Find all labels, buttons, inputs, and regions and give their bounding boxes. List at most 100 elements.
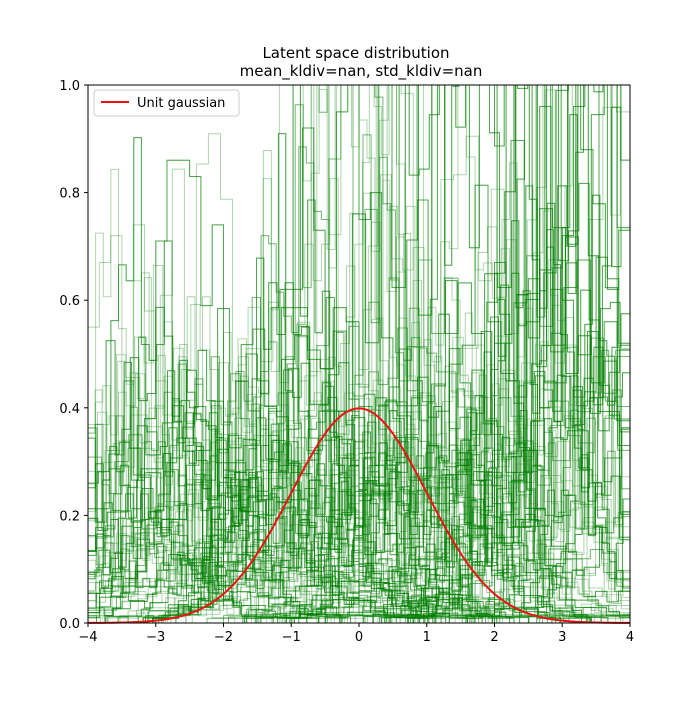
histogram-trace <box>88 259 630 623</box>
histogram-trace <box>88 85 630 623</box>
histogram-trace <box>88 340 630 623</box>
histogram-trace <box>88 85 630 623</box>
histogram-trace <box>88 85 630 623</box>
histogram-trace <box>88 85 630 623</box>
histogram-trace <box>88 296 630 623</box>
histogram-trace <box>88 306 630 623</box>
histogram-trace <box>88 410 630 623</box>
histogram-trace <box>88 409 630 623</box>
histogram-trace <box>88 307 630 623</box>
histogram-trace <box>88 301 630 623</box>
histogram-trace <box>88 296 630 623</box>
histogram-trace <box>88 85 630 623</box>
histogram-trace <box>88 412 630 623</box>
histogram-trace <box>88 360 630 623</box>
histogram-trace <box>88 518 630 623</box>
histogram-trace <box>88 380 630 623</box>
y-tick-label: 0.6 <box>59 294 80 309</box>
histogram-trace <box>88 134 630 623</box>
histogram-trace <box>88 137 630 623</box>
histogram-trace <box>88 535 630 623</box>
x-tick-label: 1 <box>423 630 431 645</box>
histogram-trace <box>88 262 630 623</box>
y-tick-label: 0.8 <box>59 187 80 202</box>
histogram-trace <box>88 297 630 623</box>
histogram-trace <box>88 397 630 623</box>
histogram-traces <box>88 85 630 623</box>
histogram-trace <box>88 506 630 623</box>
x-tick-label: −2 <box>214 630 233 645</box>
histogram-trace <box>88 85 630 623</box>
histogram-trace <box>88 106 630 623</box>
histogram-trace <box>88 443 630 623</box>
histogram-trace <box>88 184 630 623</box>
histogram-trace <box>88 385 630 623</box>
histogram-trace <box>88 405 630 623</box>
y-tick-label: 0.4 <box>59 402 80 417</box>
x-tick-label: 0 <box>355 630 363 645</box>
histogram-trace <box>88 262 630 623</box>
histogram-trace <box>88 297 630 623</box>
histogram-trace <box>88 85 630 623</box>
histogram-trace <box>88 336 630 623</box>
histogram-trace <box>88 385 630 623</box>
histogram-trace <box>88 289 630 623</box>
histogram-trace <box>88 410 630 623</box>
histogram-trace <box>88 106 630 623</box>
histogram-trace <box>88 330 630 623</box>
histogram-trace <box>88 397 630 623</box>
histogram-trace <box>88 331 630 623</box>
histogram-trace <box>88 85 630 623</box>
histogram-trace <box>88 284 630 623</box>
histogram-trace <box>88 410 630 623</box>
histogram-trace <box>88 106 630 623</box>
histogram-trace <box>88 85 630 623</box>
histogram-trace <box>88 528 630 623</box>
histogram-trace <box>88 85 630 623</box>
histogram-trace <box>88 308 630 623</box>
histogram-trace <box>88 369 630 623</box>
histogram-trace <box>88 380 630 623</box>
histogram-trace <box>88 85 630 623</box>
histogram-trace <box>88 369 630 623</box>
histogram-trace <box>88 397 630 623</box>
histogram-trace <box>88 441 630 623</box>
x-tick-label: −4 <box>78 630 97 645</box>
legend-label-unit-gaussian: Unit gaussian <box>137 96 225 111</box>
histogram-trace <box>88 545 630 623</box>
histogram-trace <box>88 398 630 623</box>
histogram-trace <box>88 330 630 623</box>
histogram-trace <box>88 386 630 623</box>
histogram-trace <box>88 506 630 623</box>
histogram-trace <box>88 313 630 623</box>
x-tick-label: 3 <box>558 630 566 645</box>
histogram-trace <box>88 133 630 623</box>
histogram-trace <box>88 85 630 623</box>
histogram-trace <box>88 373 630 623</box>
histogram-trace <box>88 289 630 623</box>
histogram-trace <box>88 289 630 623</box>
histogram-trace <box>88 85 630 623</box>
histogram-trace <box>88 308 630 623</box>
histogram-trace <box>88 277 630 623</box>
histogram-trace <box>88 184 630 623</box>
histogram-trace <box>88 438 630 623</box>
histogram-trace <box>88 375 630 623</box>
histogram-trace <box>88 280 630 623</box>
histogram-trace <box>88 379 630 623</box>
histogram-trace <box>88 386 630 623</box>
histogram-trace <box>88 181 630 623</box>
histogram-trace <box>88 246 630 623</box>
histogram-trace <box>88 368 630 623</box>
histogram-trace <box>88 89 630 623</box>
histogram-trace <box>88 537 630 623</box>
histogram-trace <box>88 280 630 623</box>
histogram-trace <box>88 397 630 623</box>
histogram-trace <box>88 336 630 623</box>
histogram-trace <box>88 330 630 623</box>
histogram-trace <box>88 356 630 623</box>
histogram-trace <box>88 536 630 623</box>
histogram-trace <box>88 85 630 623</box>
histogram-trace <box>88 85 630 623</box>
